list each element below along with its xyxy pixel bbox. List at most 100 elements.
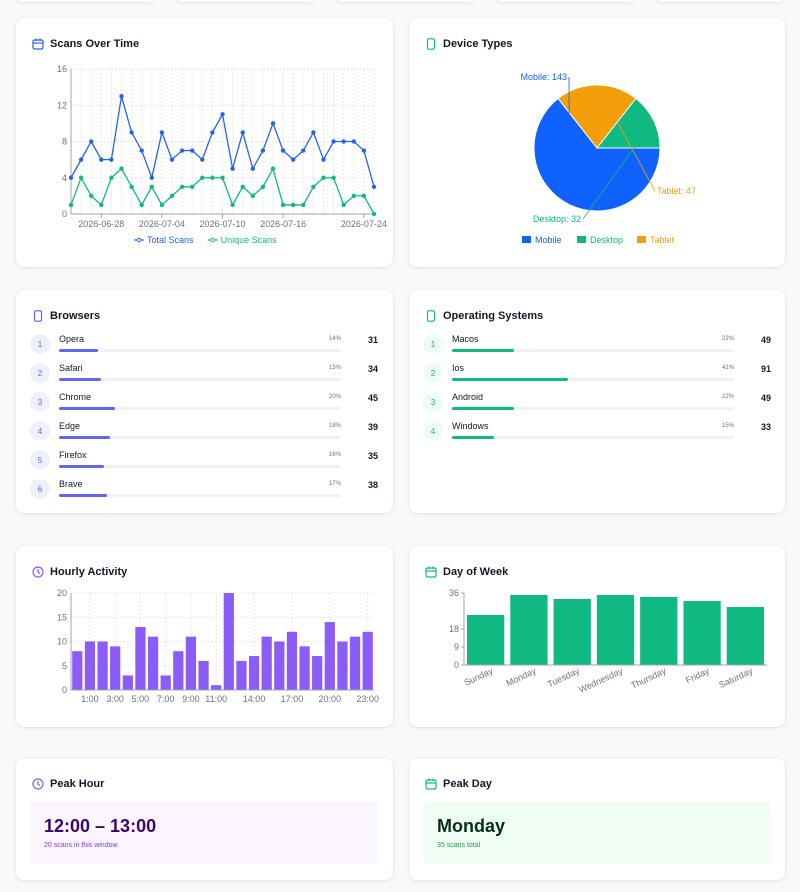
browser-percent: 20% (328, 394, 341, 400)
browser-label: Brave (59, 479, 83, 489)
y-tick-label: 0 (454, 660, 459, 670)
calendar-icon (32, 38, 44, 50)
os-percent: 22% (721, 394, 734, 400)
x-tick-label: Wednesday (577, 666, 625, 695)
scans-over-time-title: Scans Over Time (32, 38, 139, 50)
data-point (129, 184, 134, 190)
hourly-bar (185, 636, 197, 690)
browsers-list: 1 Opera 14% 31 2 Safari 15% 34 3 Chrome 20% 45 4 Edge… (30, 332, 378, 506)
hourly-activity-card: Hourly Activity 0 5 10 15 20 1:00 3:00 5:00 7:00… (16, 546, 393, 727)
calendar-icon (425, 566, 437, 578)
browser-count: 31 (367, 335, 378, 345)
data-point (331, 175, 336, 180)
hourly-bar (147, 636, 159, 690)
progress-track (59, 494, 341, 497)
pie-label: Mobile: 143 (520, 72, 567, 82)
device-types-title: Device Types (425, 38, 513, 50)
data-point (109, 157, 114, 162)
legend-swatch (522, 236, 531, 243)
peak-hour-card: Peak Hour 12:00 – 13:00 20 scans in this… (16, 758, 393, 880)
data-point (190, 148, 195, 153)
browser-count: 38 (367, 480, 378, 490)
browser-percent: 16% (328, 452, 341, 458)
data-point (371, 184, 377, 190)
rank-badge: 1 (30, 334, 50, 354)
day-bar (726, 607, 764, 665)
progress-fill (452, 349, 515, 352)
hourly-bar (198, 660, 209, 690)
hourly-bar (349, 636, 361, 690)
data-point (220, 175, 225, 180)
data-point (139, 202, 144, 208)
data-point (99, 202, 104, 208)
data-point (240, 184, 245, 190)
data-point (149, 175, 154, 180)
x-tick-label: 3:00 (106, 694, 124, 704)
hourly-bar (211, 685, 222, 690)
scans-over-time-title-text: Scans Over Time (50, 38, 140, 50)
data-point (89, 139, 94, 144)
os-label: Macos (452, 334, 479, 344)
hourly-bar (261, 636, 272, 690)
day-of-week-title: Day of Week (425, 566, 508, 578)
browser-percent: 18% (328, 423, 341, 429)
rank-badge: 3 (30, 392, 50, 412)
day-of-week-title-text: Day of Week (443, 566, 509, 578)
hourly-bar (160, 675, 171, 690)
data-point (159, 202, 165, 208)
hourly-bar (135, 626, 146, 690)
x-tick-label: 2026-07-04 (139, 219, 185, 229)
stat-card-partial-1 (16, 0, 154, 2)
y-tick-label: 0 (62, 209, 67, 219)
progress-track (59, 378, 341, 381)
data-point (321, 157, 326, 162)
browser-label: Firefox (59, 450, 87, 460)
os-row: 4 Windows 15% 33 (423, 419, 771, 448)
data-point (210, 130, 215, 135)
scans-over-time-card: Scans Over Time 0 4 8 12 16 2026-06-28 2026-07… (16, 18, 393, 267)
data-point (89, 193, 94, 199)
os-row: 1 Macos 22% 49 (423, 332, 771, 361)
progress-track (452, 378, 734, 381)
legend-marker (136, 237, 142, 243)
data-point (341, 139, 346, 144)
data-point (179, 184, 185, 190)
progress-track (59, 349, 341, 352)
device-pie-chart: Mobile: 143 Tablet: 47 Desktop: 32 Mobile De… (520, 72, 696, 245)
y-tick-label: 10 (57, 637, 67, 647)
data-point (78, 175, 84, 180)
browsers-card: Browsers 1 Opera 14% 31 2 Safari 15% 34 3 Chrome 2… (16, 290, 393, 513)
os-label: Windows (452, 421, 489, 431)
data-point (139, 148, 144, 153)
y-tick-label: 4 (62, 173, 67, 183)
peak-hour-title-text: Peak Hour (50, 778, 105, 790)
y-tick-label: 8 (62, 137, 67, 147)
hourly-bar (110, 646, 121, 690)
progress-fill (452, 407, 515, 410)
browser-percent: 14% (328, 336, 341, 342)
hourly-bar (84, 641, 96, 690)
pie-label-line (582, 120, 654, 220)
x-tick-label: Friday (684, 666, 711, 686)
data-point (311, 130, 316, 135)
browser-count: 35 (367, 451, 378, 461)
browser-label: Chrome (59, 392, 92, 402)
smartphone-icon (33, 310, 43, 322)
data-point (200, 157, 205, 162)
browser-row: 6 Brave 17% 38 (30, 477, 378, 506)
x-tick-label: 2026-07-10 (199, 219, 245, 229)
data-point (361, 148, 367, 153)
data-point (99, 157, 104, 162)
data-point (291, 157, 296, 162)
data-point (179, 148, 185, 153)
gridlines (70, 68, 375, 215)
data-point (280, 202, 286, 208)
progress-fill (59, 465, 105, 468)
hourly-bar (337, 641, 348, 690)
y-tick-label: 16 (57, 64, 67, 74)
y-tick-label: 20 (57, 588, 67, 598)
x-tick-label: 17:00 (281, 694, 304, 704)
browser-count: 34 (367, 364, 378, 374)
hourly-activity-title-text: Hourly Activity (50, 566, 128, 578)
browsers-title: Browsers (32, 310, 100, 322)
